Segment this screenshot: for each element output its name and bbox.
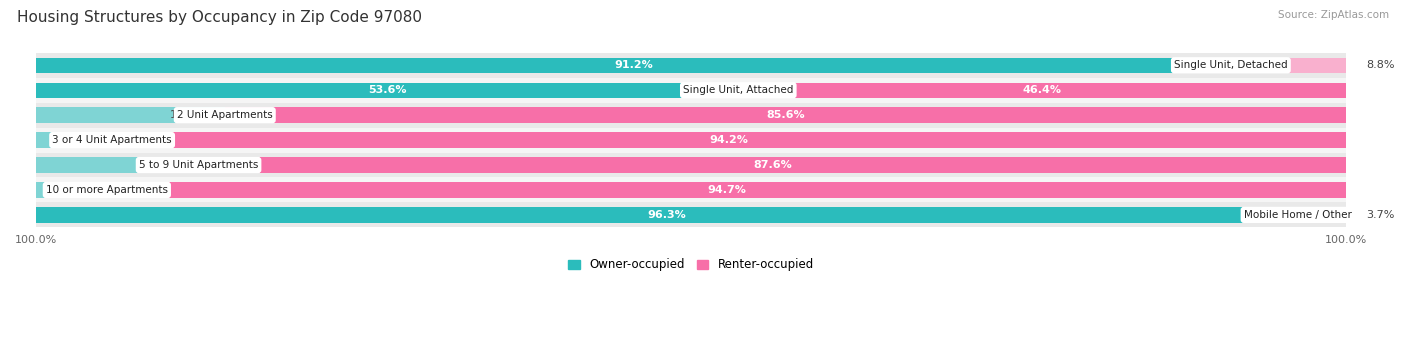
Bar: [37, 152, 1346, 178]
Text: 10 or more Apartments: 10 or more Apartments: [46, 185, 167, 195]
Text: 5.8%: 5.8%: [65, 135, 93, 145]
Text: 5.4%: 5.4%: [59, 185, 87, 195]
Bar: [37, 107, 225, 123]
Bar: [107, 182, 1347, 198]
Text: 53.6%: 53.6%: [368, 85, 406, 95]
Text: Source: ZipAtlas.com: Source: ZipAtlas.com: [1278, 10, 1389, 20]
Text: 5 to 9 Unit Apartments: 5 to 9 Unit Apartments: [139, 160, 259, 170]
Text: 91.2%: 91.2%: [614, 60, 652, 70]
Bar: [37, 103, 1346, 128]
Text: Single Unit, Detached: Single Unit, Detached: [1174, 60, 1288, 70]
Text: 14.4%: 14.4%: [170, 110, 205, 120]
Bar: [37, 58, 1230, 73]
Text: 12.4%: 12.4%: [143, 160, 179, 170]
Text: 3.7%: 3.7%: [1365, 210, 1395, 220]
Bar: [37, 83, 738, 98]
Text: 3 or 4 Unit Apartments: 3 or 4 Unit Apartments: [52, 135, 172, 145]
Text: 96.3%: 96.3%: [648, 210, 686, 220]
Bar: [37, 182, 107, 198]
Bar: [225, 107, 1346, 123]
Bar: [738, 83, 1346, 98]
Bar: [37, 78, 1346, 103]
Bar: [37, 203, 1346, 227]
Text: 8.8%: 8.8%: [1365, 60, 1395, 70]
Bar: [37, 178, 1346, 203]
Legend: Owner-occupied, Renter-occupied: Owner-occupied, Renter-occupied: [564, 254, 818, 276]
Bar: [37, 53, 1346, 78]
Bar: [198, 157, 1346, 173]
Bar: [37, 132, 112, 148]
Text: 85.6%: 85.6%: [766, 110, 804, 120]
Text: Housing Structures by Occupancy in Zip Code 97080: Housing Structures by Occupancy in Zip C…: [17, 10, 422, 25]
Text: 87.6%: 87.6%: [754, 160, 792, 170]
Text: 46.4%: 46.4%: [1022, 85, 1062, 95]
Bar: [37, 128, 1346, 152]
Text: 94.2%: 94.2%: [710, 135, 748, 145]
Bar: [37, 157, 198, 173]
Bar: [1230, 58, 1346, 73]
Bar: [112, 132, 1346, 148]
Text: 94.7%: 94.7%: [707, 185, 747, 195]
Bar: [37, 207, 1298, 223]
Text: Mobile Home / Other: Mobile Home / Other: [1244, 210, 1351, 220]
Text: 2 Unit Apartments: 2 Unit Apartments: [177, 110, 273, 120]
Text: Single Unit, Attached: Single Unit, Attached: [683, 85, 793, 95]
Bar: [1298, 207, 1346, 223]
